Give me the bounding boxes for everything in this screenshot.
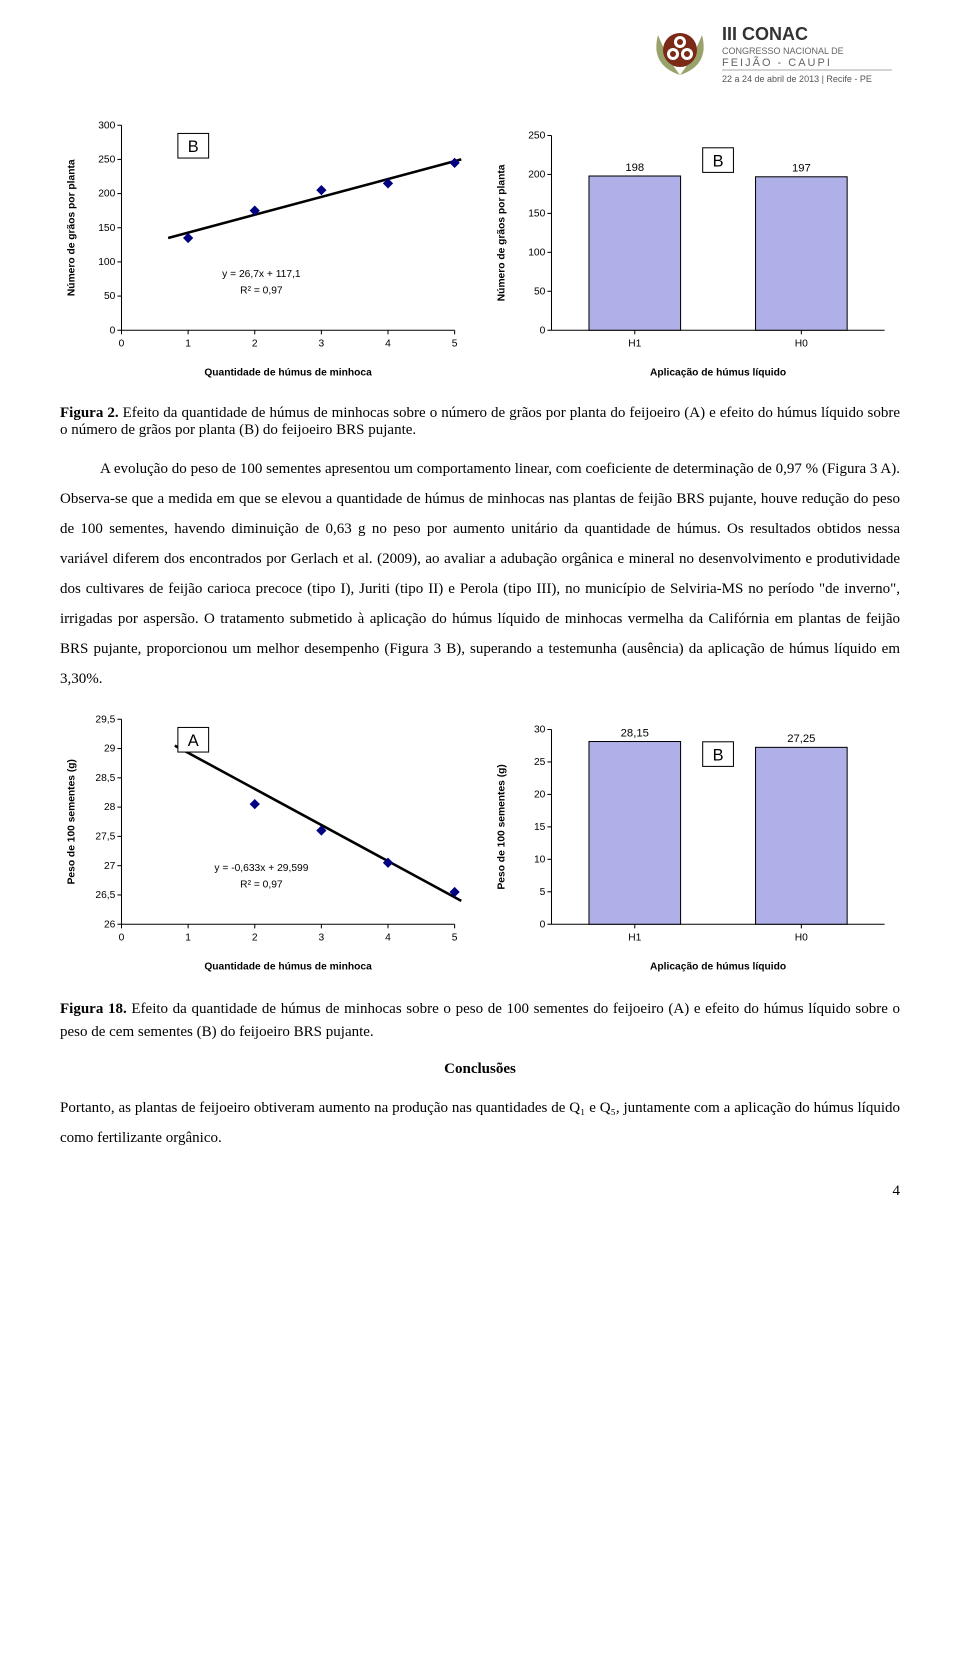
svg-text:100: 100 — [528, 247, 545, 258]
figure-18-prefix: Figura 18. — [60, 1001, 127, 1017]
svg-text:H1: H1 — [628, 932, 641, 943]
svg-text:100: 100 — [98, 257, 115, 268]
svg-text:2: 2 — [252, 932, 258, 943]
svg-text:27,25: 27,25 — [787, 733, 815, 745]
conclusions-heading: Conclusões — [60, 1061, 900, 1078]
scatter-chart-top: 0 50 100 150 200 250 300 0 1 2 3 4 5 By = 26,7x + 117… — [60, 115, 470, 387]
svg-text:10: 10 — [534, 854, 546, 865]
seed-ball-icon — [663, 33, 697, 67]
svg-text:20: 20 — [534, 789, 546, 800]
svg-text:250: 250 — [98, 154, 115, 165]
bar-chart-bottom: 0 5 10 15 20 25 30 28,15 H1 27,25 H0 B Aplicação de … — [490, 709, 900, 981]
svg-text:26: 26 — [104, 919, 116, 930]
svg-text:50: 50 — [104, 291, 116, 302]
figure-2-prefix: Figura 2. — [60, 405, 119, 421]
figure-18-charts: 26 26,5 27 27,5 28 28,5 29 29,5 0 1 2 3 4 5 Ay = -0,63… — [60, 709, 900, 981]
svg-text:29: 29 — [104, 743, 116, 754]
svg-text:27,5: 27,5 — [95, 831, 115, 842]
conference-logo: III CONAC CONGRESSO NACIONAL DE FEIJÃO -… — [640, 20, 900, 95]
svg-text:197: 197 — [792, 163, 811, 175]
svg-text:H0: H0 — [795, 932, 808, 943]
svg-text:198: 198 — [625, 162, 644, 174]
logo-sub2: FEIJÃO - CAUPI — [722, 56, 832, 69]
svg-text:5: 5 — [540, 886, 546, 897]
svg-text:4: 4 — [385, 339, 391, 350]
svg-text:26,5: 26,5 — [95, 890, 115, 901]
conclusions-paragraph: Portanto, as plantas de feijoeiro obtive… — [60, 1093, 900, 1153]
svg-text:Aplicação de húmus líquido: Aplicação de húmus líquido — [650, 367, 786, 378]
svg-text:28: 28 — [104, 802, 116, 813]
svg-text:H0: H0 — [795, 339, 808, 350]
logo-sub1: CONGRESSO NACIONAL DE — [722, 46, 844, 56]
logo-title: III CONAC — [722, 24, 808, 44]
svg-text:250: 250 — [528, 131, 545, 142]
svg-text:Aplicação de húmus líquido: Aplicação de húmus líquido — [650, 961, 786, 972]
svg-text:B: B — [188, 138, 199, 156]
svg-text:y = 26,7x + 117,1: y = 26,7x + 117,1 — [222, 269, 301, 280]
svg-text:Número de grãos por planta: Número de grãos por planta — [496, 164, 507, 301]
figure-2-charts: 0 50 100 150 200 250 300 0 1 2 3 4 5 By = 26,7x + 117… — [60, 115, 900, 387]
figure-18-caption: Figura 18. Efeito da quantidade de húmus… — [60, 998, 900, 1043]
svg-text:B: B — [713, 746, 724, 764]
figure-2-caption: Figura 2. Efeito da quantidade de húmus … — [60, 405, 900, 439]
bar-chart-top: 0 50 100 150 200 250 198 H1 197 H0 B Aplicação de h… — [490, 115, 900, 387]
svg-text:150: 150 — [98, 223, 115, 234]
svg-text:R² = 0,97: R² = 0,97 — [240, 285, 283, 296]
svg-text:Peso de 100 sementes (g): Peso de 100 sementes (g) — [66, 759, 77, 884]
svg-text:2: 2 — [252, 339, 258, 350]
svg-text:R² = 0,97: R² = 0,97 — [240, 879, 283, 890]
svg-text:4: 4 — [385, 932, 391, 943]
svg-text:Peso de 100 sementes (g): Peso de 100 sementes (g) — [496, 764, 507, 889]
svg-text:Quantidade de húmus de minhoca: Quantidade de húmus de minhoca — [204, 367, 372, 378]
svg-text:y = -0,633x + 29,599: y = -0,633x + 29,599 — [214, 862, 308, 873]
svg-text:1: 1 — [185, 932, 191, 943]
svg-text:0: 0 — [540, 325, 546, 336]
body-paragraph: A evolução do peso de 100 sementes apres… — [60, 454, 900, 694]
svg-text:30: 30 — [534, 724, 546, 735]
figure-2-text: Efeito da quantidade de húmus de minhoca… — [60, 405, 900, 438]
svg-text:0: 0 — [540, 919, 546, 930]
svg-text:28,5: 28,5 — [95, 772, 115, 783]
svg-text:A: A — [188, 731, 199, 749]
svg-text:150: 150 — [528, 208, 545, 219]
svg-text:3: 3 — [319, 339, 325, 350]
svg-text:300: 300 — [98, 120, 115, 131]
svg-text:29,5: 29,5 — [95, 714, 115, 725]
svg-text:B: B — [713, 152, 724, 170]
svg-text:H1: H1 — [628, 339, 641, 350]
svg-text:25: 25 — [534, 757, 546, 768]
page-number: 4 — [60, 1183, 900, 1200]
svg-text:0: 0 — [119, 339, 125, 350]
svg-text:0: 0 — [119, 932, 125, 943]
svg-text:Quantidade de húmus de minhoca: Quantidade de húmus de minhoca — [204, 961, 372, 972]
svg-text:200: 200 — [528, 170, 545, 181]
logo-date: 22 a 24 de abril de 2013 | Recife - PE — [722, 74, 872, 84]
svg-text:5: 5 — [452, 932, 458, 943]
figure-18-text: Efeito da quantidade de húmus de minhoca… — [60, 1001, 900, 1040]
svg-text:5: 5 — [452, 339, 458, 350]
scatter-chart-bottom: 26 26,5 27 27,5 28 28,5 29 29,5 0 1 2 3 4 5 Ay = -0,63… — [60, 709, 470, 981]
svg-text:0: 0 — [110, 325, 116, 336]
svg-text:200: 200 — [98, 189, 115, 200]
svg-text:3: 3 — [319, 932, 325, 943]
svg-text:Número de grãos por planta: Número de grãos por planta — [66, 159, 77, 296]
svg-text:27: 27 — [104, 860, 116, 871]
svg-text:50: 50 — [534, 286, 546, 297]
svg-text:28,15: 28,15 — [621, 727, 649, 739]
svg-text:15: 15 — [534, 821, 546, 832]
svg-text:1: 1 — [185, 339, 191, 350]
